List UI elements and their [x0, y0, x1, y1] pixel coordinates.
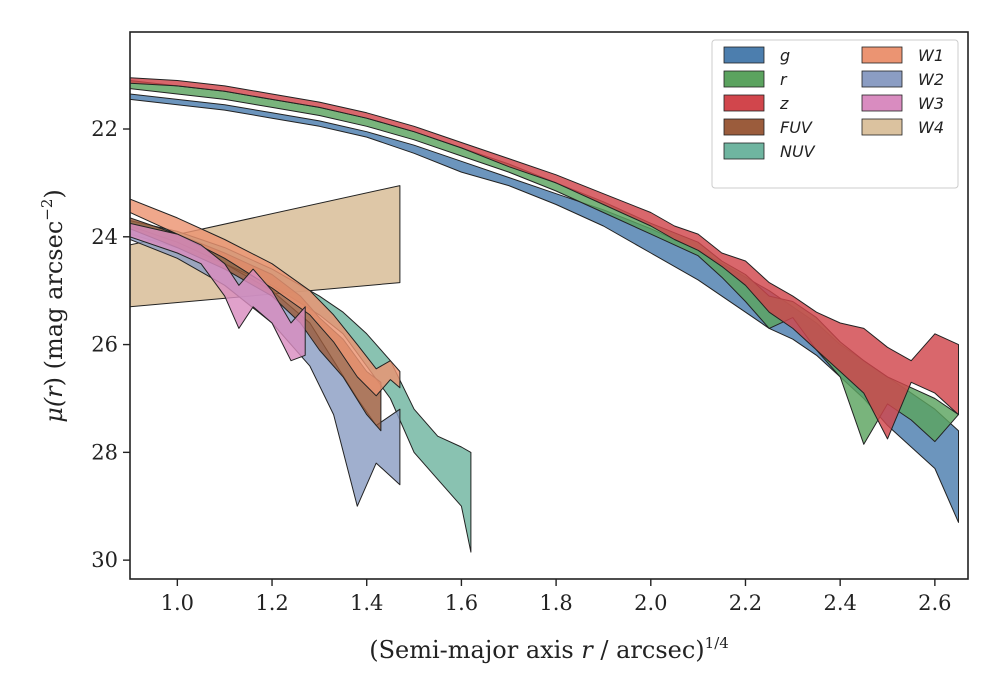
y-axis-title: μ(r) (mag arcsec−2) — [38, 189, 68, 423]
legend-swatch-g — [723, 46, 765, 64]
legend-swatch-W1 — [861, 46, 903, 64]
band-W1 — [130, 198, 401, 397]
legend-swatch-r — [723, 70, 765, 88]
legend-label-FUV: FUV — [780, 118, 813, 137]
legend-label-NUV: NUV — [780, 142, 816, 161]
x-tick-label: 2.0 — [634, 591, 667, 615]
series-areas — [130, 77, 959, 553]
x-tick-label: 1.8 — [539, 591, 572, 615]
legend-label-W3: W3 — [918, 94, 944, 113]
y-axis-ticks: 22 24 26 28 30 — [91, 117, 130, 572]
x-tick-label: 1.6 — [445, 591, 478, 615]
x-tick-label: 2.4 — [823, 591, 856, 615]
band-W3 — [130, 222, 306, 362]
legend-label-z: z — [779, 94, 789, 113]
legend-label-r: r — [780, 70, 788, 89]
legend-label-W1: W1 — [918, 46, 944, 65]
y-tick-label: 24 — [91, 225, 118, 249]
legend: grz FUV NUV W1 W2 W3 W4 — [711, 39, 959, 189]
legend-label-g: g — [780, 46, 790, 65]
x-tick-label: 2.6 — [918, 591, 951, 615]
x-tick-label: 1.4 — [350, 591, 383, 615]
legend-swatch-W4 — [861, 118, 903, 136]
y-tick-label: 30 — [91, 548, 118, 572]
legend-swatch-W2 — [861, 70, 903, 88]
legend-label-W2: W2 — [918, 70, 944, 89]
y-tick-label: 22 — [91, 117, 118, 141]
legend-swatch-W3 — [861, 94, 903, 112]
legend-swatch-FUV — [723, 118, 765, 136]
legend-swatch-NUV — [723, 142, 765, 160]
x-axis-title: (Semi-major axis r / arcsec)1/4 — [369, 634, 729, 664]
plot-frame — [129, 31, 969, 580]
x-tick-label: 2.2 — [729, 591, 762, 615]
x-axis-ticks: 1.0 1.2 1.4 1.6 1.8 2.0 2.2 2.4 2.6 — [161, 579, 952, 615]
band-W4 — [130, 185, 401, 308]
legend-swatch-z — [723, 94, 765, 112]
x-tick-label: 1.2 — [255, 591, 288, 615]
y-tick-label: 28 — [91, 440, 118, 464]
x-tick-label: 1.0 — [161, 591, 194, 615]
legend-label-W4: W4 — [918, 118, 944, 137]
y-tick-label: 26 — [91, 333, 118, 357]
band-z — [130, 77, 959, 440]
